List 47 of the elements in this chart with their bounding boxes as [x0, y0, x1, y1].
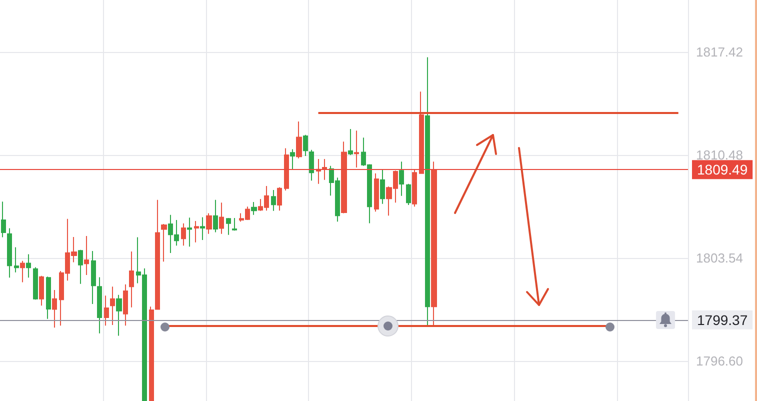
- candlestick: [14, 246, 19, 273]
- candlestick: [1, 201, 6, 238]
- candlestick: [200, 216, 205, 240]
- candlestick: [26, 254, 31, 278]
- candlestick: [290, 148, 295, 170]
- candlestick: [219, 202, 224, 234]
- candlestick: [277, 186, 282, 212]
- y-tick-label: 1796.60: [696, 353, 743, 368]
- candlestick: [7, 228, 12, 278]
- candlestick: [309, 149, 314, 182]
- candlestick: [296, 121, 302, 159]
- candlestick: [232, 218, 237, 232]
- y-tick-label: 1803.54: [696, 250, 743, 266]
- ref-line-label: 1809.49: [697, 162, 748, 178]
- candlestick: [374, 172, 379, 212]
- candlestick: [84, 235, 89, 276]
- candlestick: [251, 201, 257, 216]
- candlestick: [181, 222, 186, 246]
- candlestick: [187, 217, 192, 248]
- candlestick: [226, 218, 231, 236]
- candlestick: [194, 220, 199, 243]
- candlestick: [129, 251, 134, 308]
- candlestick: [303, 134, 308, 156]
- candlestick: [348, 128, 353, 156]
- y-tick-label: 1810.48: [696, 147, 743, 162]
- candlestick: [52, 289, 57, 328]
- candlestick: [97, 276, 102, 334]
- candlestick: [110, 286, 115, 326]
- candlestick: [20, 260, 25, 283]
- y-tick-label: 1817.42: [696, 44, 743, 60]
- candlestick: [78, 249, 83, 284]
- candlestick: [425, 56, 430, 326]
- candlestick: [399, 161, 404, 196]
- candlestick: [206, 212, 212, 234]
- candlestick: [123, 284, 128, 326]
- candlestick: [104, 295, 109, 326]
- ref-line-label: 1799.37: [697, 312, 748, 328]
- candlestick: [91, 250, 96, 304]
- candlestick: [380, 169, 385, 204]
- candlestick: [406, 183, 411, 206]
- candlestick: [39, 275, 44, 306]
- candlestick: [213, 199, 218, 233]
- candlestick: [46, 276, 51, 320]
- candlestick: [271, 189, 276, 212]
- candlestick: [161, 223, 167, 262]
- candlestick: [116, 294, 122, 336]
- candlestick: [33, 266, 38, 300]
